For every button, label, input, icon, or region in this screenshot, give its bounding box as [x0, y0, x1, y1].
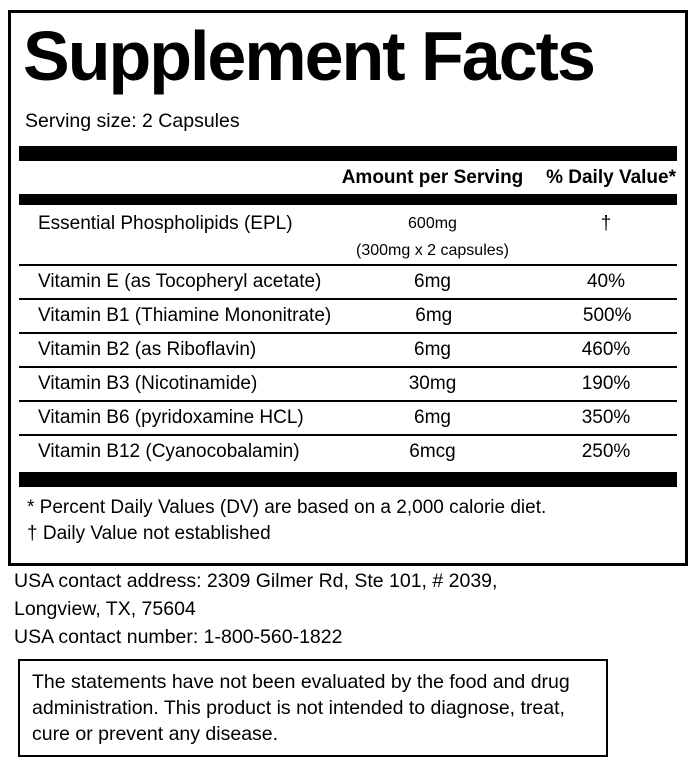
- footnote-dagger: † Daily Value not established: [27, 523, 271, 544]
- contact-address-line2: Longview, TX, 75604: [14, 598, 196, 620]
- nutrient-dv: 350%: [581, 407, 631, 428]
- table-row-vitamin-e: Vitamin E (as Tocopheryl acetate) 6mg 40…: [19, 264, 677, 298]
- table-row-vitamin-b12: Vitamin B12 (Cyanocobalamin) 6mcg 250%: [19, 434, 677, 468]
- contact-info: USA contact address: 2309 Gilmer Rd, Ste…: [14, 567, 497, 651]
- nutrient-amount: 6mg: [414, 407, 451, 428]
- nutrient-amount-note: (300mg x 2 capsules): [356, 242, 509, 259]
- nutrient-amount: 6mg: [414, 271, 451, 292]
- serving-size: Serving size: 2 Capsules: [25, 110, 240, 132]
- nutrient-name: Vitamin B2 (as Riboflavin): [38, 339, 257, 360]
- nutrient-amount: 6mg: [415, 305, 453, 326]
- nutrient-name: Vitamin E (as Tocopheryl acetate): [38, 271, 322, 292]
- table-row-vitamin-b6: Vitamin B6 (pyridoxamine HCL) 6mg 350%: [19, 400, 677, 434]
- nutrient-amount: 6mcg: [409, 441, 456, 462]
- nutrient-dv: 460%: [581, 339, 631, 360]
- header-amount-per-serving: Amount per Serving: [341, 166, 524, 188]
- fda-disclaimer-box: The statements have not been evaluated b…: [18, 659, 608, 757]
- nutrient-name: Vitamin B6 (pyridoxamine HCL): [38, 407, 304, 428]
- supplement-facts-panel: Supplement Facts Serving size: 2 Capsule…: [8, 10, 688, 566]
- nutrient-amount-value: 600mg: [408, 215, 457, 232]
- panel-title: Supplement Facts: [23, 17, 596, 95]
- nutrient-amount: 6mg: [414, 339, 451, 360]
- contact-address-line1: USA contact address: 2309 Gilmer Rd, Ste…: [14, 570, 498, 592]
- nutrient-dv: 500%: [582, 305, 632, 326]
- footnote-percent-dv: * Percent Daily Values (DV) are based on…: [27, 497, 547, 518]
- footnotes: * Percent Daily Values (DV) are based on…: [19, 487, 677, 555]
- fda-disclaimer-text: The statements have not been evaluated b…: [32, 671, 570, 745]
- table-header-row: Amount per Serving % Daily Value*: [19, 161, 677, 194]
- nutrient-amount: 30mg: [408, 373, 457, 394]
- thick-rule-top: [19, 146, 677, 161]
- nutrient-name: Vitamin B1 (Thiamine Mononitrate): [38, 305, 332, 326]
- nutrient-amount: 600mg (300mg x 2 capsules): [330, 210, 535, 264]
- nutrient-name: Vitamin B3 (Nicotinamide): [38, 373, 258, 394]
- nutrient-name: Essential Phospholipids (EPL): [38, 213, 293, 234]
- nutrient-name: Vitamin B12 (Cyanocobalamin): [38, 441, 300, 462]
- table-row-vitamin-b1: Vitamin B1 (Thiamine Mononitrate) 6mg 50…: [19, 298, 677, 332]
- nutrient-dv: 40%: [586, 271, 626, 292]
- header-daily-value: % Daily Value*: [546, 166, 676, 188]
- nutrient-dv: †: [600, 213, 612, 234]
- nutrient-dv: 190%: [581, 373, 631, 394]
- thick-rule-under-header: [19, 194, 677, 205]
- table-row-vitamin-b2: Vitamin B2 (as Riboflavin) 6mg 460%: [19, 332, 677, 366]
- thick-rule-bottom: [19, 472, 677, 487]
- contact-phone: USA contact number: 1-800-560-1822: [14, 626, 343, 648]
- table-row-vitamin-b3: Vitamin B3 (Nicotinamide) 30mg 190%: [19, 366, 677, 400]
- nutrient-dv: 250%: [581, 441, 631, 462]
- table-row-epl: Essential Phospholipids (EPL) 600mg (300…: [19, 205, 677, 264]
